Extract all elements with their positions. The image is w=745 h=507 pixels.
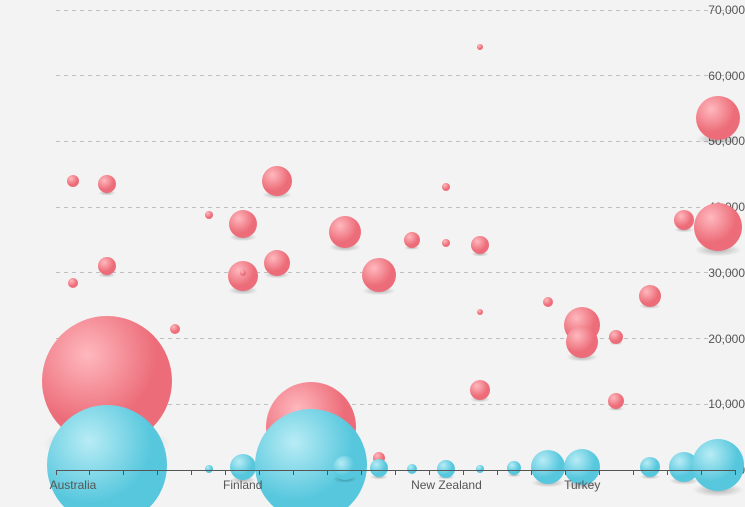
gridline <box>56 75 735 76</box>
bubble-red <box>543 297 553 307</box>
bubble-red <box>566 326 598 358</box>
bubble-red <box>608 393 624 409</box>
bubble-cyan <box>230 454 256 480</box>
bubble-red <box>98 257 116 275</box>
bubble-chart: 010,00020,00030,00040,00050,00060,00070,… <box>0 0 745 507</box>
x-tick <box>191 470 192 475</box>
x-tick <box>157 470 158 475</box>
x-tick <box>497 470 498 475</box>
x-tick <box>599 470 600 475</box>
gridline <box>56 338 735 339</box>
y-axis-label: 30,000 <box>697 266 745 280</box>
bubble-red <box>442 183 450 191</box>
x-tick <box>259 470 260 475</box>
bubble-cyan <box>692 439 744 491</box>
bubble-red <box>67 175 79 187</box>
x-tick <box>565 470 566 475</box>
bubble-red <box>694 203 742 251</box>
bubble-red <box>262 166 292 196</box>
x-tick <box>531 470 532 475</box>
x-tick <box>667 470 668 475</box>
x-axis-label: Australia <box>50 478 97 492</box>
bubble-red <box>477 309 483 315</box>
bubble-cyan <box>407 464 417 474</box>
x-tick <box>89 470 90 475</box>
bubble-red <box>329 216 361 248</box>
bubble-red <box>205 211 213 219</box>
y-axis-label: 20,000 <box>697 332 745 346</box>
bubble-cyan <box>640 457 660 477</box>
y-axis-label: 60,000 <box>697 69 745 83</box>
y-axis-label: 70,000 <box>697 3 745 17</box>
bubble-red <box>98 175 116 193</box>
x-tick <box>327 470 328 475</box>
bubble-cyan <box>205 465 213 473</box>
bubble-cyan <box>476 465 484 473</box>
bubble-red <box>442 239 450 247</box>
bubble-red <box>696 96 740 140</box>
bubble-cyan <box>531 450 565 484</box>
bubble-red <box>170 324 180 334</box>
x-axis-label: New Zealand <box>411 478 482 492</box>
x-tick <box>735 470 736 475</box>
bubble-red <box>229 210 257 238</box>
x-tick <box>225 470 226 475</box>
bubble-cyan <box>437 460 455 478</box>
bubble-red <box>404 232 420 248</box>
bubble-red <box>674 210 694 230</box>
bubble-cyan <box>370 459 388 477</box>
x-tick <box>701 470 702 475</box>
y-axis-label: 10,000 <box>697 397 745 411</box>
bubble-red <box>609 330 623 344</box>
bubble-red <box>68 278 78 288</box>
x-tick <box>361 470 362 475</box>
x-tick <box>123 470 124 475</box>
bubble-red <box>264 250 290 276</box>
x-tick <box>293 470 294 475</box>
x-tick <box>395 470 396 475</box>
bubble-red <box>470 380 490 400</box>
x-tick <box>56 470 57 475</box>
x-tick <box>429 470 430 475</box>
x-axis-label: Finland <box>223 478 262 492</box>
gridline <box>56 141 735 142</box>
bubble-red <box>477 44 483 50</box>
bubble-red <box>228 261 258 291</box>
bubble-red <box>240 270 246 276</box>
gridline <box>56 10 735 11</box>
x-axis-label: Turkey <box>564 478 600 492</box>
bubble-cyan <box>507 461 521 475</box>
bubble-red <box>362 258 396 292</box>
bubble-red <box>639 285 661 307</box>
gridline <box>56 207 735 208</box>
bubble-cyan <box>333 456 357 480</box>
bubble-red <box>471 236 489 254</box>
x-tick <box>633 470 634 475</box>
x-tick <box>463 470 464 475</box>
